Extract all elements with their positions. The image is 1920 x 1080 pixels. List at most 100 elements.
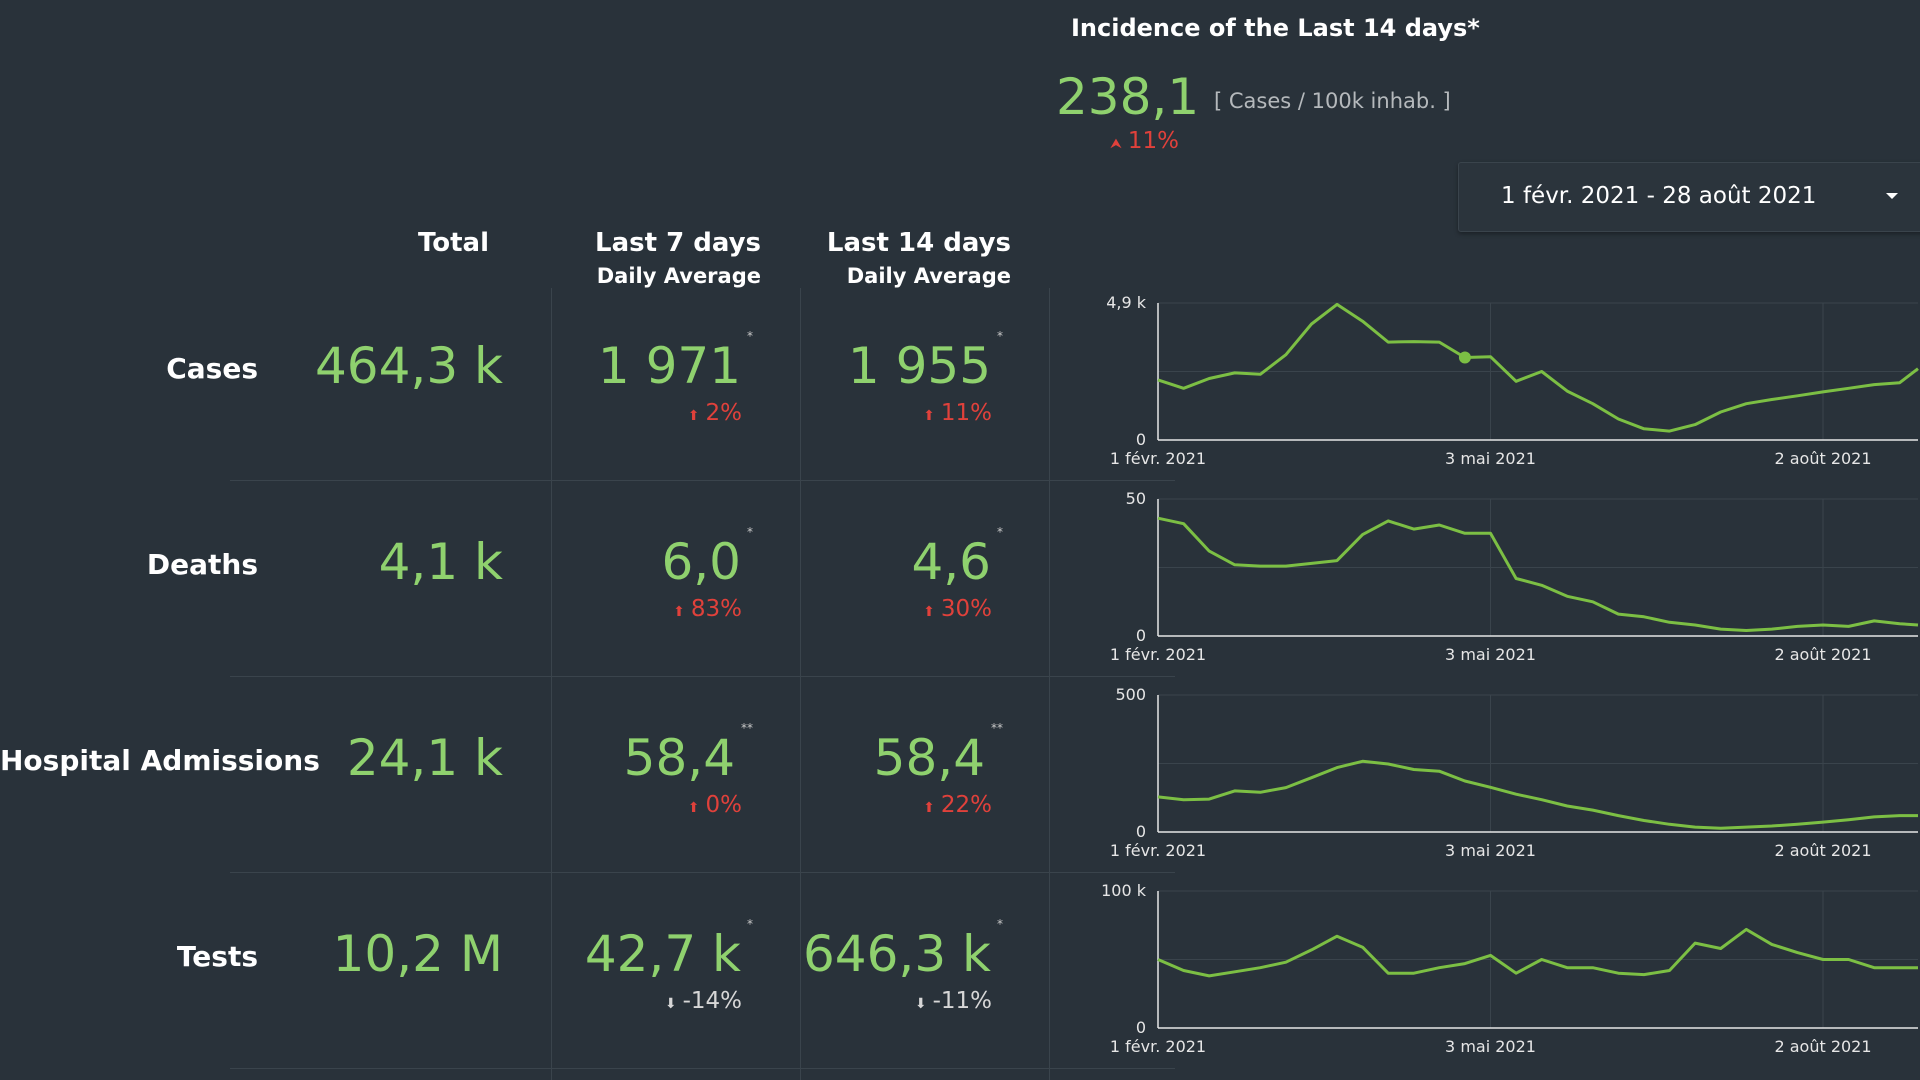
trend-arrow-icon: ⬆ [923, 800, 935, 816]
y-tick-label: 50 [1126, 489, 1146, 508]
last14-change: ⬇ -11% [915, 988, 992, 1014]
date-range-label: 1 févr. 2021 - 28 août 2021 [1501, 183, 1817, 209]
last7-change-text: -14% [682, 988, 742, 1014]
column-divider [551, 288, 552, 1080]
x-tick-label: 1 févr. 2021 [1110, 1037, 1206, 1056]
footnote-mark: * [747, 329, 753, 343]
last7-value: 58,4 ** [623, 721, 753, 787]
highlighted-point [1458, 351, 1471, 364]
trend-arrow-icon: ⬇ [914, 996, 927, 1012]
y-tick-label: 100 k [1101, 881, 1147, 900]
last14-value-text: 4,6 [911, 533, 991, 591]
last7-value: 42,7 k * [584, 917, 753, 983]
incidence-title: Incidence of the Last 14 days* [1071, 14, 1480, 42]
incidence-change: ⮝ 11% [1110, 128, 1179, 154]
column-header-total-label: Total [417, 228, 489, 258]
column-header-last7-line1: Last 7 days [595, 228, 761, 258]
row-divider [230, 1068, 1175, 1069]
x-tick-label: 2 août 2021 [1774, 449, 1871, 468]
row-label: Hospital Admissions [0, 744, 320, 777]
footnote-mark: ** [991, 721, 1003, 735]
last7-value-text: 58,4 [623, 729, 735, 787]
last14-change: ⬆ 22% [923, 792, 992, 818]
total-value: 24,1 k [346, 729, 503, 787]
row-label: Tests [176, 940, 258, 973]
total-value: 4,1 k [378, 533, 503, 591]
series-line-hospital-admissions [1157, 759, 1918, 830]
row-divider [230, 872, 1175, 873]
column-header-total: Total [418, 228, 489, 258]
y-tick-label: 500 [1115, 685, 1146, 704]
x-tick-label: 3 mai 2021 [1445, 841, 1536, 860]
last7-value-text: 6,0 [661, 533, 741, 591]
total-value: 464,3 k [315, 337, 503, 395]
footnote-mark: * [997, 525, 1003, 539]
row-label: Deaths [146, 548, 258, 581]
footnote-mark: * [997, 917, 1003, 931]
last14-change: ⬆ 11% [923, 400, 992, 426]
last14-change-text: 22% [940, 792, 992, 818]
x-tick-label: 3 mai 2021 [1445, 1037, 1536, 1056]
x-tick-label: 1 févr. 2021 [1110, 645, 1206, 664]
trend-arrow-icon: ⬇ [664, 996, 677, 1012]
series-line-tests [1157, 927, 1918, 978]
total-value: 10,2 M [332, 925, 503, 983]
last7-change-text: 2% [705, 400, 743, 426]
trend-arrow-icon: ⬆ [673, 604, 685, 620]
trend-arrow-icon: ⬆ [923, 604, 935, 620]
footnote-mark: ** [741, 721, 753, 735]
x-tick-label: 1 févr. 2021 [1110, 449, 1206, 468]
y-tick-label: 0 [1136, 1018, 1146, 1037]
last14-value-text: 1 955 [847, 337, 991, 395]
y-tick-label: 0 [1136, 430, 1146, 449]
x-tick-label: 2 août 2021 [1774, 841, 1871, 860]
footnote-mark: * [997, 329, 1003, 343]
last14-change: ⬆ 30% [923, 596, 992, 622]
last14-value: 4,6 * [911, 525, 1003, 591]
last14-value-text: 58,4 [873, 729, 985, 787]
last7-change: ⬇ -14% [665, 988, 742, 1014]
last7-value: 1 971 * [597, 329, 753, 395]
x-tick-label: 2 août 2021 [1774, 645, 1871, 664]
last14-value: 58,4 ** [873, 721, 1003, 787]
column-header-last7-line2: Daily Average [596, 264, 761, 288]
chevron-down-icon [1886, 193, 1898, 199]
x-tick-label: 3 mai 2021 [1445, 449, 1536, 468]
x-tick-label: 1 févr. 2021 [1110, 841, 1206, 860]
last7-change: ⬆ 0% [688, 792, 742, 818]
y-tick-label: 0 [1136, 822, 1146, 841]
x-tick-label: 2 août 2021 [1774, 1037, 1871, 1056]
trend-arrow-icon: ⬆ [687, 408, 700, 424]
arrow-up-icon: ⮝ [1110, 136, 1122, 152]
row-label: Cases [166, 352, 258, 385]
last7-value-text: 42,7 k [584, 925, 741, 983]
trend-charts: 4,9 k01 févr. 2021 3 mai 2021 2 août 20215… [1101, 293, 1919, 1056]
series-line-deaths [1157, 516, 1919, 632]
column-divider [800, 288, 801, 1080]
column-divider [1049, 288, 1050, 1080]
y-tick-label: 0 [1136, 626, 1146, 645]
footnote-mark: * [747, 525, 753, 539]
date-range-dropdown[interactable]: 1 févr. 2021 - 28 août 2021 [1458, 162, 1920, 232]
last7-value-text: 1 971 [597, 337, 741, 395]
row-divider [230, 480, 1175, 481]
trend-arrow-icon: ⬆ [687, 800, 700, 816]
last14-value: 646,3 k * [803, 917, 1003, 983]
footnote-mark: * [747, 917, 753, 931]
incidence-value: 238,1 [1056, 68, 1200, 126]
x-tick-label: 3 mai 2021 [1445, 645, 1536, 664]
column-header-last7: Last 7 days Daily Average [595, 228, 761, 288]
incidence-unit: [ Cases / 100k inhab. ] [1214, 89, 1451, 113]
row-divider [230, 676, 1175, 677]
last14-change-text: -11% [932, 988, 992, 1014]
last14-value: 1 955 * [847, 329, 1003, 395]
last7-change-text: 0% [705, 792, 743, 818]
trend-arrow-icon: ⬆ [923, 408, 935, 424]
last7-value: 6,0 * [661, 525, 753, 591]
last14-value-text: 646,3 k [803, 925, 991, 983]
last7-change: ⬆ 2% [688, 400, 742, 426]
last14-change-text: 30% [940, 596, 992, 622]
y-tick-label: 4,9 k [1106, 293, 1147, 312]
series-line-cases [1157, 302, 1919, 433]
last7-change: ⬆ 83% [673, 596, 742, 622]
